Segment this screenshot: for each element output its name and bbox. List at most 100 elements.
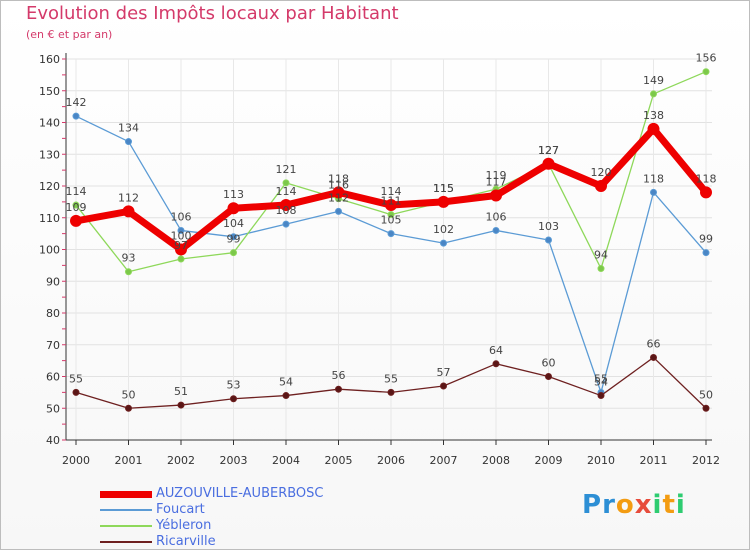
data-label-y-bleron: 93 <box>122 252 136 265</box>
data-label-foucart: 142 <box>66 96 87 109</box>
data-label-ricarville: 64 <box>489 344 503 357</box>
data-point-y-bleron <box>177 255 185 263</box>
data-label-y-bleron: 121 <box>276 163 297 176</box>
data-label-auzouville-auberbosc: 127 <box>538 144 559 157</box>
data-label-auzouville-auberbosc: 117 <box>486 176 507 189</box>
data-point-ricarville <box>597 392 605 400</box>
data-label-auzouville-auberbosc: 114 <box>276 185 297 198</box>
data-label-foucart: 106 <box>171 210 192 223</box>
y-tick-label: 40 <box>46 434 60 447</box>
data-point-foucart <box>125 138 132 146</box>
y-tick-label: 80 <box>46 307 60 320</box>
data-labels: 142 134 106 104 108 112 105 102 106 103 55 118 99 114… <box>66 52 717 402</box>
data-label-ricarville: 51 <box>174 385 188 398</box>
x-tick-label: 2008 <box>482 454 510 467</box>
y-tick-label: 140 <box>39 117 60 130</box>
data-point-ricarville <box>335 385 342 393</box>
data-point-y-bleron <box>650 90 657 98</box>
y-tick-label: 50 <box>46 402 60 415</box>
data-point-auzouville-auberbosc <box>647 122 660 135</box>
data-label-y-bleron: 94 <box>594 249 608 262</box>
data-point-foucart <box>72 112 80 120</box>
y-tick-label: 110 <box>39 212 60 225</box>
data-point-auzouville-auberbosc <box>385 199 397 212</box>
y-tick-label: 100 <box>39 244 60 257</box>
data-point-y-bleron <box>387 211 395 219</box>
data-point-foucart <box>702 249 710 257</box>
data-label-y-bleron: 114 <box>66 185 87 198</box>
data-point-ricarville <box>282 392 290 400</box>
data-point-ricarville <box>177 401 185 409</box>
data-label-auzouville-auberbosc: 120 <box>591 166 612 179</box>
x-tick-label: 2012 <box>692 454 720 467</box>
y-tick-label: 60 <box>46 371 60 384</box>
logo-letter: x <box>634 490 653 520</box>
data-point-ricarville <box>702 404 710 412</box>
data-point-auzouville-auberbosc <box>175 243 187 256</box>
x-tick-label: 2009 <box>535 454 563 467</box>
x-tick-label: 2005 <box>325 454 353 467</box>
data-label-foucart: 106 <box>486 210 507 223</box>
data-label-y-bleron: 119 <box>486 169 507 182</box>
logo-letter: i <box>652 490 663 520</box>
legend-label: Ricarville <box>156 534 216 549</box>
data-point-y-bleron <box>702 68 710 76</box>
legend-label: AUZOUVILLE-AUBERBOSC <box>156 486 324 501</box>
data-label-ricarville: 55 <box>384 372 398 385</box>
data-point-foucart <box>335 207 342 215</box>
data-label-ricarville: 54 <box>594 376 608 389</box>
data-point-foucart <box>387 230 395 238</box>
x-tick-label: 2001 <box>115 454 143 467</box>
x-tick-label: 2004 <box>272 454 300 467</box>
logo-letter: P <box>582 490 603 520</box>
data-label-ricarville: 57 <box>437 366 451 379</box>
chart-title: Evolution des Impôts locaux par Habitant <box>26 3 399 24</box>
x-tick-label: 2006 <box>377 454 405 467</box>
data-label-auzouville-auberbosc: 118 <box>328 172 349 185</box>
data-point-foucart <box>282 220 290 228</box>
legend-swatch <box>100 490 152 498</box>
data-label-y-bleron: 111 <box>381 195 402 208</box>
data-point-ricarville <box>72 388 80 396</box>
data-point-auzouville-auberbosc <box>490 189 502 202</box>
data-point-foucart <box>650 188 657 196</box>
data-point-auzouville-auberbosc <box>122 205 135 218</box>
data-label-auzouville-auberbosc: 112 <box>118 191 139 204</box>
data-point-ricarville <box>125 404 132 412</box>
data-point-auzouville-auberbosc <box>227 202 240 215</box>
series <box>70 68 712 412</box>
data-label-y-bleron: 156 <box>696 52 717 65</box>
data-label-auzouville-auberbosc: 100 <box>171 230 192 243</box>
data-label-ricarville: 50 <box>699 388 713 401</box>
data-point-auzouville-auberbosc <box>595 180 607 192</box>
data-point-auzouville-auberbosc <box>70 214 82 227</box>
data-point-foucart <box>440 239 447 247</box>
data-point-ricarville <box>440 382 447 390</box>
x-tick-label: 2010 <box>587 454 615 467</box>
data-point-foucart <box>230 233 237 241</box>
data-point-y-bleron <box>597 265 605 273</box>
data-point-y-bleron <box>230 249 237 257</box>
data-label-foucart: 105 <box>381 214 402 227</box>
data-point-auzouville-auberbosc <box>280 199 292 212</box>
data-label-foucart: 112 <box>328 191 349 204</box>
y-tick-label: 120 <box>39 180 60 193</box>
data-label-foucart: 118 <box>643 172 664 185</box>
x-tick-label: 2011 <box>640 454 668 467</box>
data-label-foucart: 108 <box>276 204 297 217</box>
y-tick-label: 90 <box>46 275 60 288</box>
data-label-y-bleron: 127 <box>538 144 559 157</box>
data-point-ricarville <box>387 388 395 396</box>
chart-subtitle: (en € et par an) <box>26 28 113 41</box>
data-label-foucart: 134 <box>118 122 139 135</box>
legend-label: Foucart <box>156 502 205 517</box>
data-point-ricarville <box>650 353 657 361</box>
data-label-foucart: 103 <box>538 220 559 233</box>
legend-label: Yébleron <box>156 518 212 533</box>
data-point-auzouville-auberbosc <box>437 195 450 208</box>
data-label-y-bleron: 99 <box>227 233 241 246</box>
data-point-y-bleron <box>282 179 290 187</box>
data-label-auzouville-auberbosc: 109 <box>66 201 87 214</box>
